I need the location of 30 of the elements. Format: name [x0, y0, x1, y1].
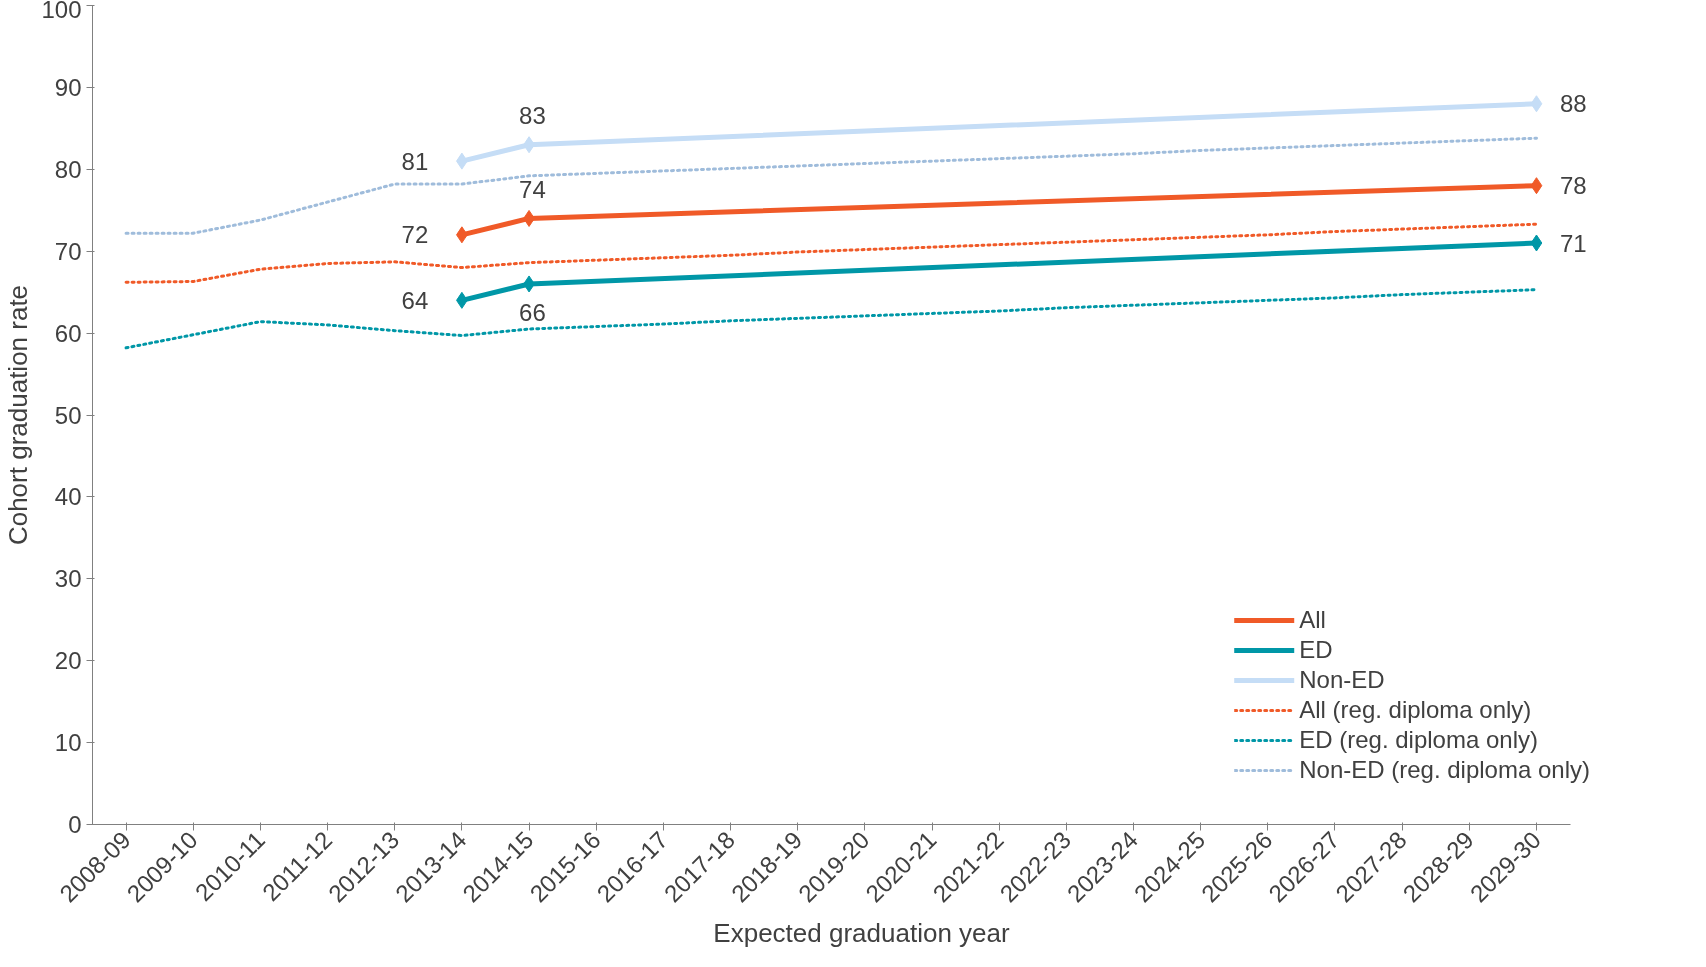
data-label: 81 — [401, 147, 429, 175]
y-tick-label: 30 — [54, 565, 82, 593]
legend-label: All — [1299, 606, 1326, 634]
y-tick-label: 20 — [54, 647, 82, 675]
line-series — [124, 288, 1538, 350]
legend-label: Non-ED (reg. diploma only) — [1299, 756, 1590, 784]
data-label: 83 — [519, 102, 546, 130]
data-label: 72 — [401, 221, 429, 249]
y-tick-label: 40 — [54, 483, 82, 511]
data-label: 71 — [1559, 229, 1587, 257]
legend-label: ED (reg. diploma only) — [1299, 726, 1538, 754]
line-series — [124, 222, 1538, 284]
y-tick-label: 90 — [54, 73, 82, 101]
data-label: 66 — [519, 299, 546, 327]
y-tick-label: 10 — [54, 729, 82, 757]
data-label: 74 — [519, 175, 546, 203]
y-axis-title: Cohort graduation rate — [3, 284, 34, 546]
data-label: 78 — [1559, 172, 1587, 200]
x-axis-title: Expected graduation year — [713, 917, 1010, 948]
y-tick-label: 0 — [68, 811, 82, 838]
data-label: 88 — [1559, 90, 1587, 118]
legend-label: Non-ED — [1299, 666, 1385, 694]
y-tick-label: 80 — [54, 155, 82, 183]
y-tick-label: 70 — [54, 237, 82, 265]
y-tick-label: 50 — [54, 401, 82, 429]
legend-label: All (reg. diploma only) — [1299, 696, 1532, 724]
data-label: 64 — [401, 286, 429, 314]
legend-label: ED — [1299, 636, 1333, 664]
y-tick-label: 60 — [54, 319, 82, 347]
y-tick-label: 100 — [41, 0, 82, 23]
